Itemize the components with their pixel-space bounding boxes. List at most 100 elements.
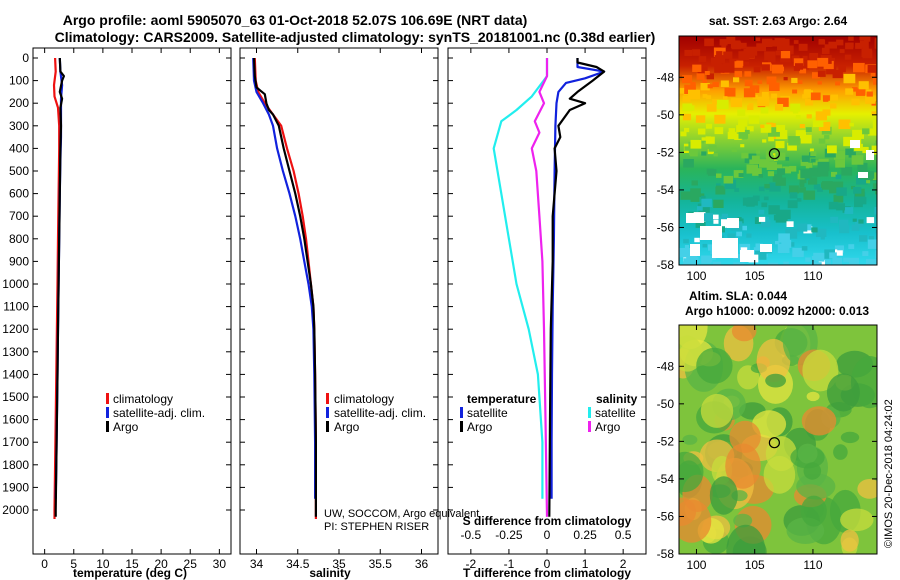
sst-cell — [875, 72, 877, 81]
sst-cell — [801, 246, 808, 251]
sst-cell — [819, 261, 825, 265]
sst-gap — [712, 238, 738, 258]
legend-title-salinity: salinity — [596, 392, 638, 406]
sst-cell — [818, 138, 826, 144]
sst-cell — [797, 223, 808, 232]
sst-cell — [866, 180, 871, 184]
sst-cell — [758, 209, 765, 215]
sst-cell — [760, 219, 771, 228]
y-tick-label: 1700 — [2, 435, 29, 449]
sst-cell — [848, 244, 855, 249]
sst-cell — [805, 257, 811, 262]
sst-cell — [706, 95, 712, 100]
sst-cell — [845, 148, 854, 156]
sst-cell — [768, 205, 780, 215]
sst-cell — [746, 233, 752, 238]
sst-cell — [795, 63, 804, 70]
x-tick-label: 2 — [620, 557, 627, 571]
sst-cell — [806, 114, 812, 119]
sst-cell — [695, 219, 706, 228]
sst-cell — [707, 84, 713, 89]
sla-cell — [797, 443, 818, 464]
sst-cell — [758, 186, 765, 192]
sst-cell — [727, 131, 737, 140]
y-tick-label: -58 — [657, 258, 675, 272]
sst-cell — [812, 118, 824, 127]
sst-cell — [744, 79, 753, 87]
sst-cell — [768, 40, 777, 47]
sst-cell — [760, 107, 769, 114]
sst-cell — [733, 77, 740, 83]
sla-cell — [725, 443, 761, 489]
sst-cell — [810, 151, 817, 156]
sst-cell — [830, 103, 837, 109]
sst-cell — [789, 192, 798, 199]
sst-cell — [810, 92, 821, 101]
sst-cell — [857, 197, 867, 205]
sst-cell — [838, 66, 846, 73]
credit-line2: PI: STEPHEN RISER — [324, 521, 429, 533]
x-tick-label: 105 — [745, 558, 765, 572]
sst-cell — [818, 121, 831, 131]
sst-cell — [818, 39, 826, 45]
sst-cell — [801, 155, 810, 162]
salinity-plot-frame — [239, 47, 439, 555]
sst-cell — [867, 65, 877, 73]
sst-cell — [740, 144, 745, 148]
sst-cell — [747, 104, 754, 110]
legend-label-t-argo: Argo — [467, 420, 493, 434]
sst-cell — [778, 66, 784, 72]
x-tick-label: 5 — [70, 557, 77, 571]
y-tick-label: -58 — [657, 547, 675, 561]
sst-gap — [700, 226, 722, 240]
s-diff-tick-label: 0.5 — [615, 528, 632, 542]
sla-cell — [756, 338, 791, 383]
sst-cell — [746, 154, 752, 160]
y-tick-label: 1600 — [2, 413, 29, 427]
sst-cell — [858, 219, 864, 224]
sst-cell — [701, 255, 712, 264]
s-diff-tick-label: -0.5 — [461, 528, 482, 542]
sst-cell — [702, 79, 707, 84]
sst-cell — [760, 124, 772, 133]
sst-cell — [691, 180, 698, 186]
sst-cell — [690, 139, 702, 149]
legend-swatch-t-satellite — [460, 407, 463, 418]
y-tick-label: 1100 — [3, 300, 29, 314]
series-climatology — [253, 57, 317, 519]
sst-cell — [741, 225, 747, 231]
sla-title-line1: Altim. SLA: 0.044 — [689, 289, 787, 303]
sst-cell — [712, 99, 719, 105]
sst-cell — [839, 225, 850, 234]
sst-cell — [835, 81, 841, 86]
sst-cell — [757, 80, 763, 84]
sst-cell — [682, 75, 693, 84]
sst-cell — [792, 247, 804, 258]
sst-cell — [713, 199, 724, 208]
sst-cell — [787, 200, 798, 209]
x-tick-label: 20 — [154, 557, 168, 571]
sst-cell — [715, 47, 721, 52]
series-climatology — [52, 57, 61, 519]
sst-cell — [871, 111, 876, 115]
sst-cell — [866, 259, 877, 265]
sla-cell — [726, 524, 766, 554]
y-tick-label: -54 — [657, 183, 675, 197]
sst-cell — [813, 184, 821, 190]
legend-label-satellite-adj: satellite-adj. clim. — [334, 406, 426, 420]
sla-cell — [796, 473, 836, 500]
sst-cell — [713, 152, 718, 157]
sla-cell — [800, 495, 827, 527]
sst-cell — [716, 183, 721, 188]
sst-cell — [788, 185, 799, 194]
sst-cell — [687, 249, 693, 254]
sst-cell — [835, 249, 843, 256]
sst-cell — [766, 161, 777, 170]
argo-location-marker — [768, 148, 780, 160]
sst-cell — [712, 261, 722, 265]
sst-cell — [690, 194, 700, 202]
sst-cell — [719, 39, 728, 46]
sla-title-line2: Argo h1000: 0.0092 h2000: 0.013 — [685, 304, 869, 318]
y-tick-label: -52 — [657, 145, 675, 159]
sst-cell — [684, 49, 692, 56]
